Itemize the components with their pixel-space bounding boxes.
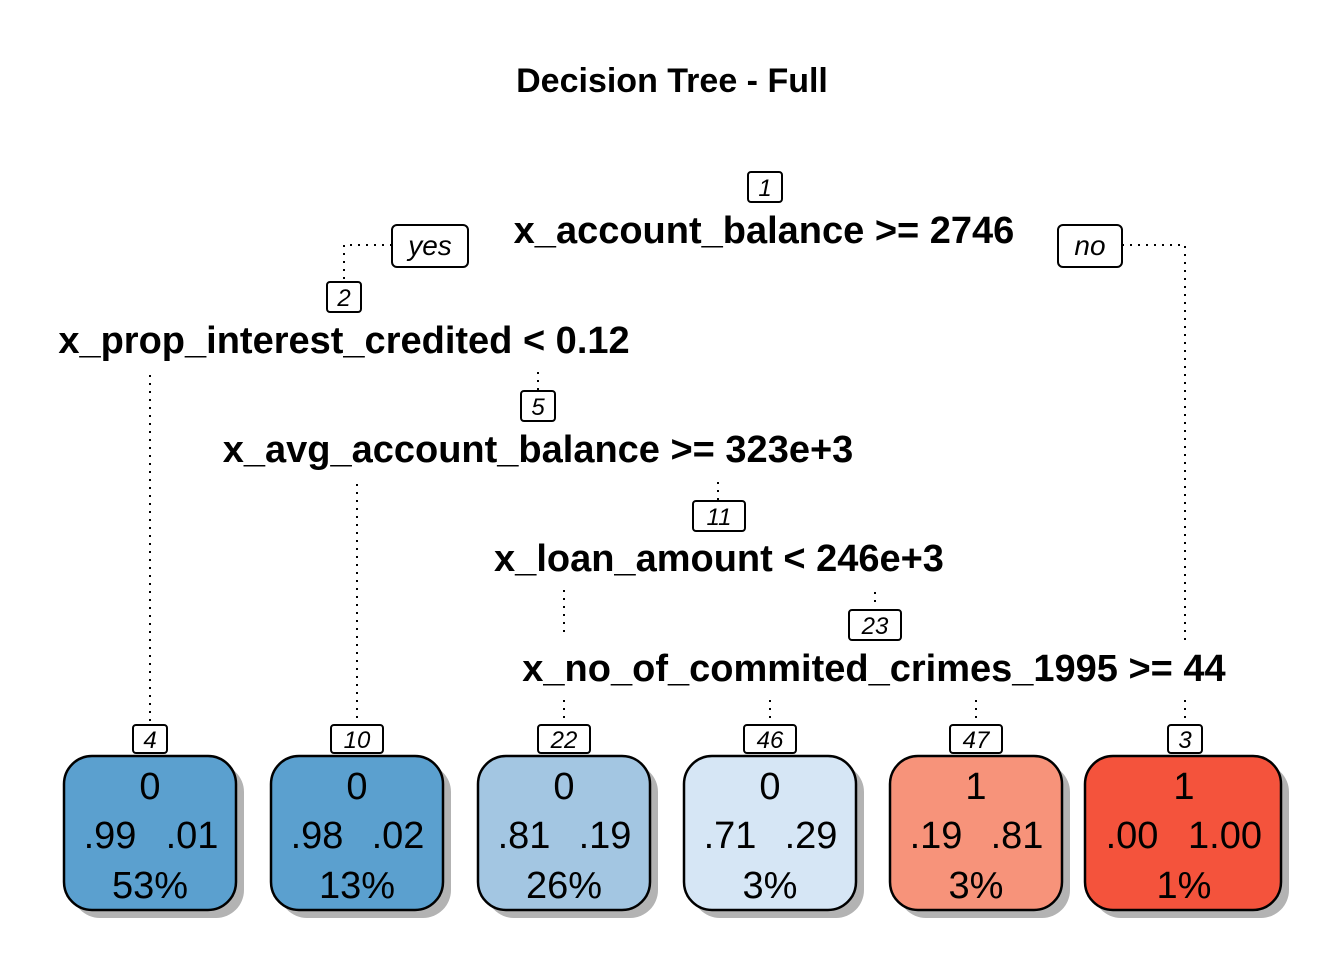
leaf-prob0-10: .98 — [291, 815, 344, 857]
split-label-1: x_account_balance >= 2746 — [514, 210, 1015, 252]
diagram-title: Decision Tree - Full — [516, 62, 828, 100]
leaf-id-3: 3 — [1178, 727, 1192, 754]
node-id-23: 23 — [861, 613, 889, 640]
leaf-node-10: 10 0 .98 .02 13% — [269, 724, 451, 918]
branch-label-no: no — [1057, 224, 1123, 268]
leaf-box-22 — [476, 754, 652, 912]
leaf-percent-4: 53% — [112, 865, 188, 907]
leaf-prob0-47: .19 — [910, 815, 963, 857]
connectors — [149, 244, 1186, 722]
leaf-id-46: 46 — [757, 727, 784, 754]
leaf-percent-47: 3% — [949, 865, 1004, 907]
leaf-id-4: 4 — [143, 727, 156, 754]
leaf-prob1-46: .29 — [785, 815, 838, 857]
leaf-node-47: 47 1 .19 .81 3% — [888, 724, 1070, 918]
leaf-id-22: 22 — [550, 727, 578, 754]
split-label-2: x_prop_interest_credited < 0.12 — [58, 320, 629, 362]
connector-1-yes — [343, 244, 392, 280]
split-label-11: x_loan_amount < 246e+3 — [494, 538, 944, 580]
leaf-prob1-47: .81 — [991, 815, 1044, 857]
split-node-23: 23 x_no_of_commited_crimes_1995 >= 44 — [522, 609, 1226, 690]
leaf-percent-10: 13% — [319, 865, 395, 907]
leaf-id-47: 47 — [963, 727, 991, 754]
leaf-box-47 — [888, 754, 1064, 912]
split-node-1: 1 x_account_balance >= 2746 — [514, 171, 1015, 252]
leaf-class-4: 0 — [139, 766, 160, 808]
node-id-1: 1 — [758, 175, 771, 202]
leaf-node-4: 4 0 .99 .01 53% — [62, 724, 244, 918]
leaf-id-10: 10 — [344, 727, 371, 754]
split-node-5: 5 x_avg_account_balance >= 323e+3 — [223, 390, 854, 471]
branch-label-no-text: no — [1074, 230, 1105, 261]
leaf-class-47: 1 — [965, 766, 986, 808]
leaf-prob0-4: .99 — [84, 815, 137, 857]
leaf-class-22: 0 — [553, 766, 574, 808]
leaf-percent-3: 1% — [1157, 865, 1212, 907]
node-id-2: 2 — [336, 285, 350, 312]
leaf-box-10 — [269, 754, 445, 912]
leaf-prob0-3: .00 — [1106, 815, 1159, 857]
split-node-11: 11 x_loan_amount < 246e+3 — [494, 500, 944, 580]
leaf-box-4 — [62, 754, 238, 912]
leaf-node-3: 3 1 .00 1.00 1% — [1083, 724, 1289, 918]
branch-label-yes-text: yes — [406, 230, 452, 261]
branch-label-yes: yes — [391, 224, 469, 268]
leaf-node-22: 22 0 .81 .19 26% — [476, 724, 658, 918]
split-label-23: x_no_of_commited_crimes_1995 >= 44 — [522, 648, 1225, 690]
leaf-prob1-4: .01 — [166, 815, 219, 857]
leaf-prob1-10: .02 — [372, 815, 425, 857]
leaf-node-46: 46 0 .71 .29 3% — [682, 724, 864, 918]
split-label-5: x_avg_account_balance >= 323e+3 — [223, 429, 854, 471]
split-node-2: 2 x_prop_interest_credited < 0.12 — [58, 281, 630, 362]
leaf-class-3: 1 — [1173, 766, 1194, 808]
leaf-class-46: 0 — [759, 766, 780, 808]
leaf-prob1-22: .19 — [579, 815, 632, 857]
connector-1-no — [1122, 244, 1186, 640]
node-id-11: 11 — [707, 504, 732, 531]
leaf-box-3 — [1083, 754, 1283, 912]
leaf-class-10: 0 — [346, 766, 367, 808]
leaf-prob0-46: .71 — [704, 815, 757, 857]
leaf-percent-46: 3% — [743, 865, 798, 907]
leaf-percent-22: 26% — [526, 865, 602, 907]
leaf-box-46 — [682, 754, 858, 912]
leaf-prob1-3: 1.00 — [1188, 815, 1262, 857]
node-id-5: 5 — [531, 394, 545, 421]
leaf-prob0-22: .81 — [498, 815, 551, 857]
